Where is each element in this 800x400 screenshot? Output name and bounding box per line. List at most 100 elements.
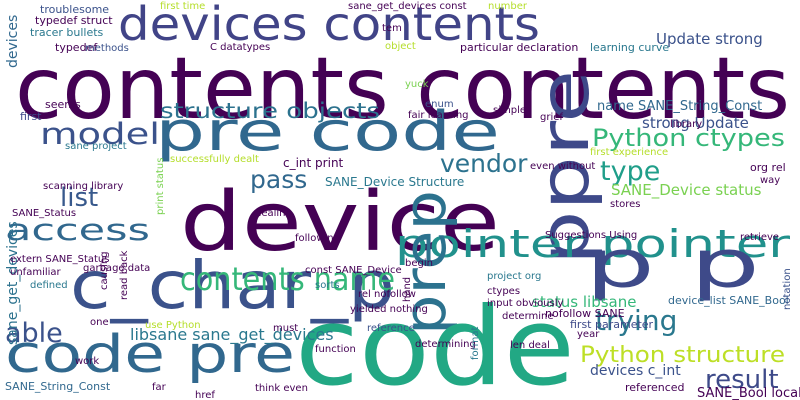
word: SANE_Device status <box>611 181 762 200</box>
word: org rel <box>750 161 786 174</box>
word: prep <box>391 190 459 335</box>
word: fair learning <box>408 110 469 121</box>
word: devices <box>5 15 21 68</box>
word: ctypes <box>487 286 520 297</box>
word: SANE_String_Const <box>5 380 111 393</box>
word: one <box>90 317 109 328</box>
word: determine <box>502 311 554 322</box>
word: way <box>760 175 780 186</box>
word: SANE_Status <box>12 208 76 219</box>
word: troublesome <box>40 3 109 16</box>
word: yuck <box>405 79 429 90</box>
word: dealing <box>255 208 292 219</box>
word: devices contents <box>118 0 540 51</box>
word: model <box>40 117 160 151</box>
word: far <box>152 382 167 393</box>
word: pointer pointer <box>395 222 791 266</box>
word: notation <box>782 268 793 310</box>
word: unfamiliar <box>10 267 62 278</box>
word: first experience <box>590 147 668 158</box>
word: methods <box>85 43 129 54</box>
word: format <box>470 327 481 360</box>
word: status libsane <box>532 293 636 311</box>
word: result <box>705 365 779 395</box>
word: href <box>195 390 215 400</box>
word: pass <box>250 165 307 194</box>
word: typedef struct <box>35 14 113 27</box>
word: print status <box>155 158 166 215</box>
word: library <box>670 119 702 130</box>
word: defined <box>30 280 68 291</box>
word: first time <box>160 1 205 12</box>
word: extern SANE_Status <box>10 254 109 265</box>
word: name SANE_String_Const <box>597 99 762 114</box>
word: yielded nothing <box>350 304 428 315</box>
word: scanning library <box>43 181 123 192</box>
word: simple <box>493 105 526 116</box>
word: contents name <box>180 260 395 298</box>
word: referenced <box>625 381 685 394</box>
word: sane_get_devices const <box>348 1 467 12</box>
word: input obviously <box>487 298 564 309</box>
word: SANE_Device Structure <box>325 175 464 189</box>
word: must <box>273 323 298 334</box>
word: typedef <box>55 41 98 54</box>
word: rel nofollow <box>358 289 416 300</box>
word: causing <box>99 251 110 290</box>
word: following <box>295 233 340 244</box>
word: reference <box>367 323 415 334</box>
word: c_char_p <box>70 247 395 324</box>
word: ppre <box>526 70 605 265</box>
word: sane project <box>65 141 127 152</box>
word: enum <box>425 99 454 110</box>
word: Python ctypes <box>592 124 785 152</box>
word: SANE_Bool local_only <box>697 386 800 400</box>
word: read back <box>119 250 130 300</box>
word: contents contents <box>15 39 790 139</box>
word: function <box>315 344 356 355</box>
word: sane_get_devices <box>5 221 21 345</box>
word: list <box>60 183 98 213</box>
word: p p <box>585 226 760 303</box>
word: Suggestions Using <box>545 230 637 241</box>
word: tracer bullets <box>30 26 104 39</box>
word: access <box>5 213 150 247</box>
word: successfully dealt <box>170 154 259 165</box>
word: devices c_int <box>590 363 681 379</box>
word: type <box>600 156 660 187</box>
word: grief <box>540 112 563 123</box>
word: even without <box>530 161 595 172</box>
word: particular declaration <box>460 41 578 54</box>
word: nofollow SANE <box>545 307 625 320</box>
word: trying <box>595 304 677 337</box>
word: first <box>20 110 42 123</box>
word: seems <box>45 98 81 111</box>
word: sorts <box>315 280 340 291</box>
word: begin <box>405 258 433 269</box>
word: structure objects <box>160 99 380 123</box>
word: retrieve <box>740 232 779 243</box>
word: think even <box>255 383 308 394</box>
words: contents contents devices contents pre c… <box>5 0 800 400</box>
word: work <box>75 356 99 367</box>
word: garbage data <box>83 263 150 274</box>
word: project org <box>487 271 541 282</box>
word: year <box>577 329 600 340</box>
word: first parameter <box>570 318 654 331</box>
word: object <box>385 41 416 52</box>
word: Update strong <box>656 30 763 48</box>
word: tem <box>382 23 402 34</box>
word: Python structure <box>580 343 785 368</box>
word: determining <box>415 339 476 350</box>
word: strong Update <box>642 114 749 132</box>
word: code pre <box>5 325 295 385</box>
word: len deal <box>510 340 550 351</box>
word: learning curve <box>590 41 669 54</box>
word: hand <box>402 277 413 302</box>
word: able <box>5 318 63 349</box>
word: libsane sane_get_devices <box>130 325 334 345</box>
word: number <box>488 1 528 12</box>
word: device <box>180 175 500 270</box>
